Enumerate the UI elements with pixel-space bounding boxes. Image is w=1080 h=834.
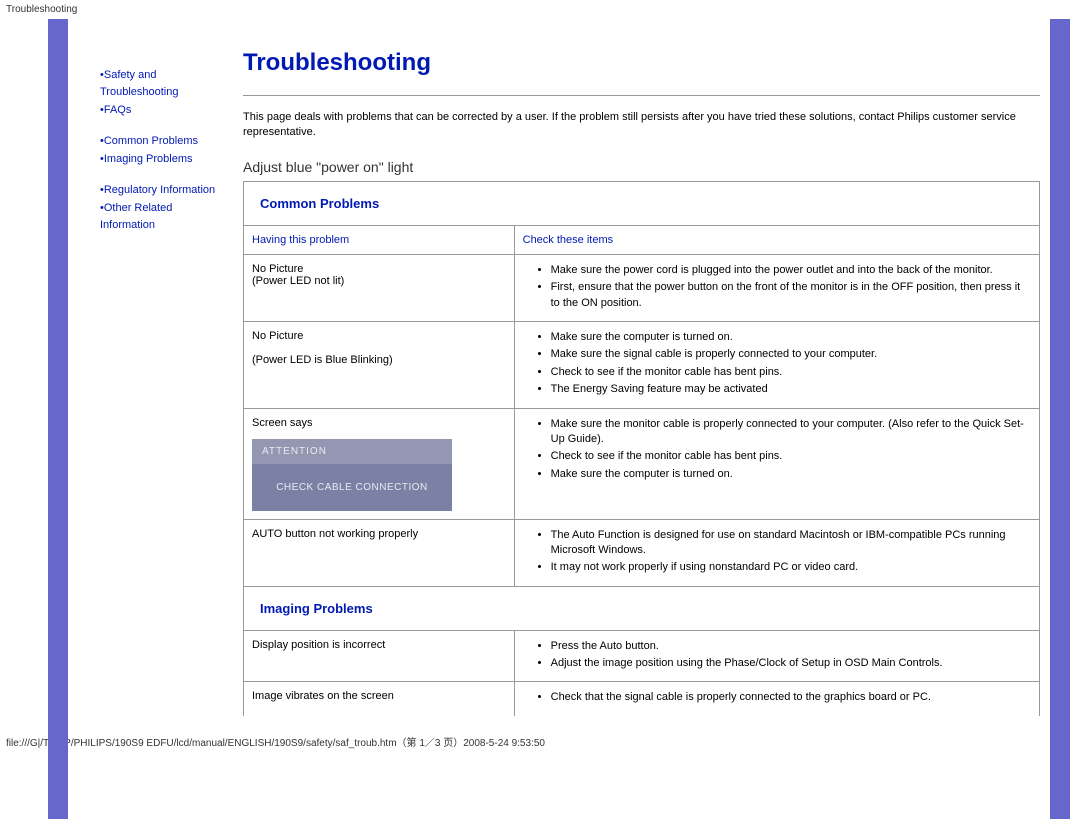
table-row: AUTO button not working properly The Aut… xyxy=(244,519,1040,586)
check-item: Check to see if the monitor cable has be… xyxy=(551,365,1031,380)
problem-text: Image vibrates on the screen xyxy=(252,690,506,702)
problem-cell: No Picture (Power LED not lit) xyxy=(244,254,515,321)
check-cell: Press the Auto button. Adjust the image … xyxy=(514,630,1039,682)
table-row: Display position is incorrect Press the … xyxy=(244,630,1040,682)
attention-box: ATTENTION CHECK CABLE CONNECTION xyxy=(252,439,452,511)
problem-text: AUTO button not working properly xyxy=(252,528,506,540)
problem-cell: Image vibrates on the screen xyxy=(244,682,515,716)
problem-text: Display position is incorrect xyxy=(252,639,506,651)
check-item: It may not work properly if using nonsta… xyxy=(551,560,1031,575)
check-item: Make sure the signal cable is properly c… xyxy=(551,347,1031,362)
check-item: Make sure the computer is turned on. xyxy=(551,467,1031,482)
problem-cell: No Picture (Power LED is Blue Blinking) xyxy=(244,321,515,408)
problem-text: No Picture xyxy=(252,330,506,342)
col-header-check: Check these items xyxy=(514,225,1039,254)
sidebar-item-other[interactable]: •Other Related Information xyxy=(100,200,230,233)
check-cell: Make sure the monitor cable is properly … xyxy=(514,408,1039,519)
check-cell: Make sure the computer is turned on. Mak… xyxy=(514,321,1039,408)
trouble-table: Common Problems Having this problem Chec… xyxy=(243,181,1040,716)
check-item: First, ensure that the power button on t… xyxy=(551,280,1031,311)
common-problems-header: Common Problems xyxy=(252,190,1031,217)
sidebar-item-regulatory[interactable]: •Regulatory Information xyxy=(100,182,230,199)
sidebar-item-common[interactable]: •Common Problems xyxy=(100,133,230,150)
check-item: Press the Auto button. xyxy=(551,639,1031,654)
problem-cell: Screen says ATTENTION CHECK CABLE CONNEC… xyxy=(244,408,515,519)
attention-head: ATTENTION xyxy=(252,439,452,464)
header-label: Troubleshooting xyxy=(0,0,1080,19)
sidebar-item-imaging[interactable]: •Imaging Problems xyxy=(100,151,230,168)
check-cell: Check that the signal cable is properly … xyxy=(514,682,1039,716)
sidebar-item-safety[interactable]: •Safety and Troubleshooting xyxy=(100,67,230,100)
page-wrap: •Safety and Troubleshooting •FAQs •Commo… xyxy=(0,19,1080,716)
problem-cell: Display position is incorrect xyxy=(244,630,515,682)
problem-text: No Picture xyxy=(252,263,506,275)
check-item: The Energy Saving feature may be activat… xyxy=(551,382,1031,397)
table-row: No Picture (Power LED is Blue Blinking) … xyxy=(244,321,1040,408)
problem-text-sub: (Power LED not lit) xyxy=(252,275,506,287)
check-item: Check that the signal cable is properly … xyxy=(551,690,1031,705)
sidebar-item-faqs[interactable]: •FAQs xyxy=(100,102,230,119)
page-title: Troubleshooting xyxy=(243,49,1040,77)
problem-text: Screen says xyxy=(252,417,506,429)
check-item: Make sure the computer is turned on. xyxy=(551,330,1031,345)
table-row: No Picture (Power LED not lit) Make sure… xyxy=(244,254,1040,321)
footer-path: file:///G|/TEMP/PHILIPS/190S9 EDFU/lcd/m… xyxy=(0,728,1080,755)
problem-cell: AUTO button not working properly xyxy=(244,519,515,586)
col-header-problem: Having this problem xyxy=(244,225,515,254)
attention-body: CHECK CABLE CONNECTION xyxy=(252,464,452,511)
intro-text: This page deals with problems that can b… xyxy=(243,110,1040,141)
check-item: Adjust the image position using the Phas… xyxy=(551,656,1031,671)
divider xyxy=(243,95,1040,96)
subtitle: Adjust blue "power on" light xyxy=(243,159,1040,175)
check-item: Make sure the monitor cable is properly … xyxy=(551,417,1031,448)
problem-text-sub: (Power LED is Blue Blinking) xyxy=(252,354,506,366)
check-cell: The Auto Function is designed for use on… xyxy=(514,519,1039,586)
check-item: Check to see if the monitor cable has be… xyxy=(551,449,1031,464)
check-cell: Make sure the power cord is plugged into… xyxy=(514,254,1039,321)
check-item: Make sure the power cord is plugged into… xyxy=(551,263,1031,278)
right-stripe xyxy=(1050,19,1070,819)
main-content: Troubleshooting This page deals with pro… xyxy=(243,19,1040,716)
check-item: The Auto Function is designed for use on… xyxy=(551,528,1031,559)
left-stripe xyxy=(48,19,68,819)
table-row: Screen says ATTENTION CHECK CABLE CONNEC… xyxy=(244,408,1040,519)
table-row: Image vibrates on the screen Check that … xyxy=(244,682,1040,716)
imaging-problems-header: Imaging Problems xyxy=(252,595,1031,622)
sidebar: •Safety and Troubleshooting •FAQs •Commo… xyxy=(100,67,230,235)
